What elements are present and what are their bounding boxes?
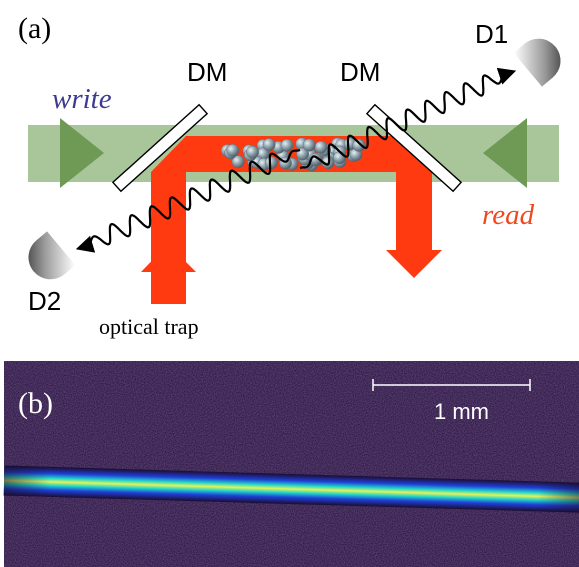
atom xyxy=(352,138,366,152)
atom xyxy=(262,138,276,152)
atom xyxy=(314,140,328,154)
dichroic-mirror-right xyxy=(365,103,463,193)
panel-a-label: (a) xyxy=(18,12,51,45)
panel-b-label: (b) xyxy=(18,387,53,420)
detector-d1-label: D1 xyxy=(475,19,508,49)
atom xyxy=(302,138,316,152)
write-label: write xyxy=(52,83,112,115)
scale-bar-label: 1 mm xyxy=(434,399,489,424)
detector-d2-label: D2 xyxy=(28,286,61,316)
atom xyxy=(226,143,240,157)
panel-b: (b) 1 mm xyxy=(3,361,579,567)
read-direction-arrow xyxy=(483,118,527,188)
write-direction-arrow xyxy=(60,118,104,188)
detector-d2-icon xyxy=(28,231,76,280)
photon-path-to-d1 xyxy=(299,67,517,170)
panel-a: (a) DM DM write read D1 D2 optical trap xyxy=(18,12,561,339)
atom xyxy=(246,145,259,159)
atom-cloud-image xyxy=(3,465,579,513)
detector-d1-icon xyxy=(513,38,561,87)
dm-label-right: DM xyxy=(340,57,380,87)
atom xyxy=(264,156,278,170)
photon-path-to-d2 xyxy=(75,148,301,253)
read-label: read xyxy=(482,199,535,231)
camera-noise xyxy=(4,361,579,567)
trap-output-arrowhead xyxy=(386,250,442,278)
optical-trap-label: optical trap xyxy=(99,314,199,339)
dm-label-left: DM xyxy=(187,57,227,87)
trap-input-arrowhead xyxy=(141,244,196,272)
atom xyxy=(280,138,294,152)
scale-bar xyxy=(372,379,531,391)
atom xyxy=(231,155,245,169)
atom xyxy=(333,151,346,165)
dichroic-mirror-left xyxy=(111,103,209,193)
